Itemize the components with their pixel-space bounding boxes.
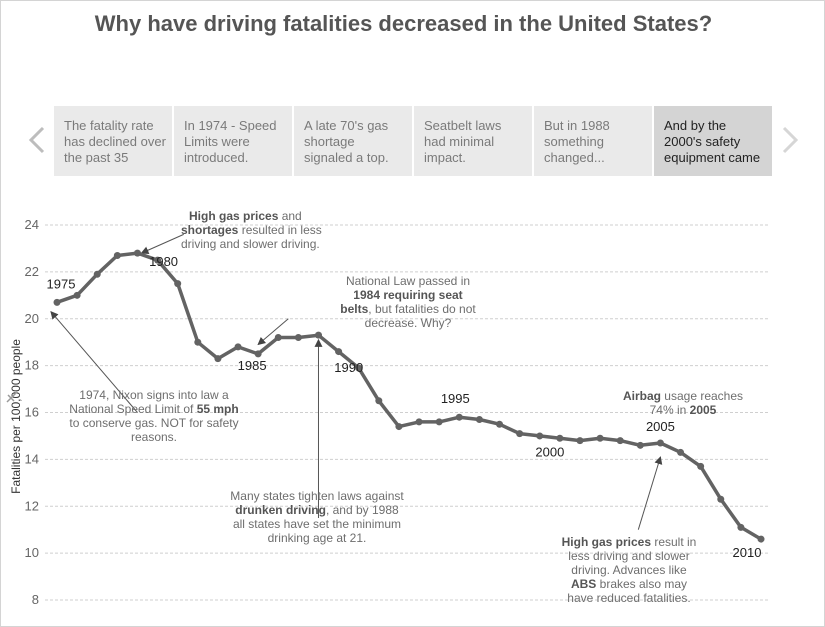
data-point-1981: [174, 280, 182, 288]
y-tick-label: 18: [25, 358, 39, 373]
data-point-1984: [234, 343, 242, 351]
chevron-right-icon[interactable]: [780, 125, 800, 155]
y-tick-label: 10: [25, 545, 39, 560]
point-label-2005: 2005: [646, 419, 675, 434]
data-point-1980: [154, 256, 162, 264]
data-point-1995: [455, 413, 463, 421]
y-tick-label: 24: [25, 217, 39, 232]
point-label-1985: 1985: [238, 358, 267, 373]
data-point-1978: [113, 251, 121, 259]
point-label-1990: 1990: [334, 360, 363, 375]
data-point-1999: [536, 432, 544, 440]
point-label-2000: 2000: [535, 444, 564, 459]
y-tick-label: 14: [25, 451, 39, 466]
data-point-2000: [556, 434, 564, 442]
data-point-1985: [254, 350, 262, 358]
data-point-1996: [475, 416, 483, 424]
story-point-6[interactable]: And by the 2000's safety equipment came: [654, 106, 772, 176]
arrow-seatbelt: [257, 318, 289, 346]
data-point-1991: [375, 397, 383, 405]
y-axis-label: Fatalities per 100,000 people: [9, 339, 23, 494]
y-tick-label: 16: [25, 405, 39, 420]
data-point-1976: [73, 291, 81, 299]
chevron-left-icon[interactable]: [27, 125, 47, 155]
story-point-5[interactable]: But in 1988 something changed...: [534, 106, 652, 176]
data-point-1986: [274, 334, 282, 341]
data-point-1997: [496, 420, 504, 428]
arrow-gas-2008: [637, 456, 663, 530]
story-point-4[interactable]: Seatbelt laws had minimal impact.: [414, 106, 532, 176]
data-point-2007: [697, 462, 705, 470]
data-point-1987: [294, 334, 302, 341]
data-point-1982: [194, 338, 202, 346]
annotation-airbag: Airbag usage reaches 74% in 2005: [622, 389, 744, 417]
data-point-1983: [214, 355, 222, 363]
story-point-2[interactable]: In 1974 - Speed Limits were introduced.: [174, 106, 292, 176]
y-tick-label: 8: [32, 592, 39, 607]
data-point-1990: [355, 364, 363, 372]
data-point-1975: [53, 298, 61, 306]
data-point-2002: [596, 434, 604, 442]
data-point-1993: [415, 418, 423, 426]
arrow-gas-shortage: [140, 233, 184, 254]
annotation-gas-shortage: High gas prices and shortages resulted i…: [181, 209, 322, 251]
data-point-2008: [717, 495, 725, 503]
point-label-1995: 1995: [441, 391, 470, 406]
data-point-1988: [314, 331, 322, 339]
line-chart: 8 10 12 14 16 18 20 22 24 Fatalities per 100,000 …: [6, 217, 769, 607]
data-point-2004: [636, 441, 644, 449]
data-point-1977: [93, 270, 101, 278]
data-point-2003: [616, 437, 624, 445]
data-point-2005: [656, 439, 664, 447]
data-point-1998: [516, 430, 524, 438]
point-label-1975: 1975: [47, 276, 76, 291]
data-point-2006: [677, 448, 685, 456]
annotation-nixon: 1974, Nixon signs into law a National Sp…: [69, 388, 239, 444]
data-point-1994: [435, 418, 443, 426]
y-tick-label: 12: [25, 498, 39, 513]
data-point-1979: [133, 249, 141, 257]
data-point-2001: [576, 437, 584, 445]
data-point-1992: [395, 423, 403, 431]
arrow-nixon: [50, 310, 138, 413]
point-label-1980: 1980: [149, 254, 178, 269]
story-point-3[interactable]: A late 70's gas shortage signaled a top.: [294, 106, 412, 176]
annotation-drunk-driving: Many states tighten laws against drunken…: [230, 489, 404, 545]
annotation-gas-2008: High gas prices result in less driving a…: [561, 535, 697, 605]
y-tick-label: 22: [25, 264, 39, 279]
story-point-1[interactable]: The fatality rate has declined over the …: [54, 106, 172, 176]
annotation-seatbelt: National Law passed in 1984 requiring se…: [340, 274, 476, 330]
page-title: Why have driving fatalities decreased in…: [94, 11, 713, 36]
data-point-1989: [335, 348, 343, 356]
data-point-2009: [737, 523, 745, 531]
y-tick-label: 20: [25, 311, 39, 326]
pin-icon: [6, 391, 18, 403]
data-point-2010: [757, 535, 765, 543]
point-label-2010: 2010: [733, 545, 762, 560]
